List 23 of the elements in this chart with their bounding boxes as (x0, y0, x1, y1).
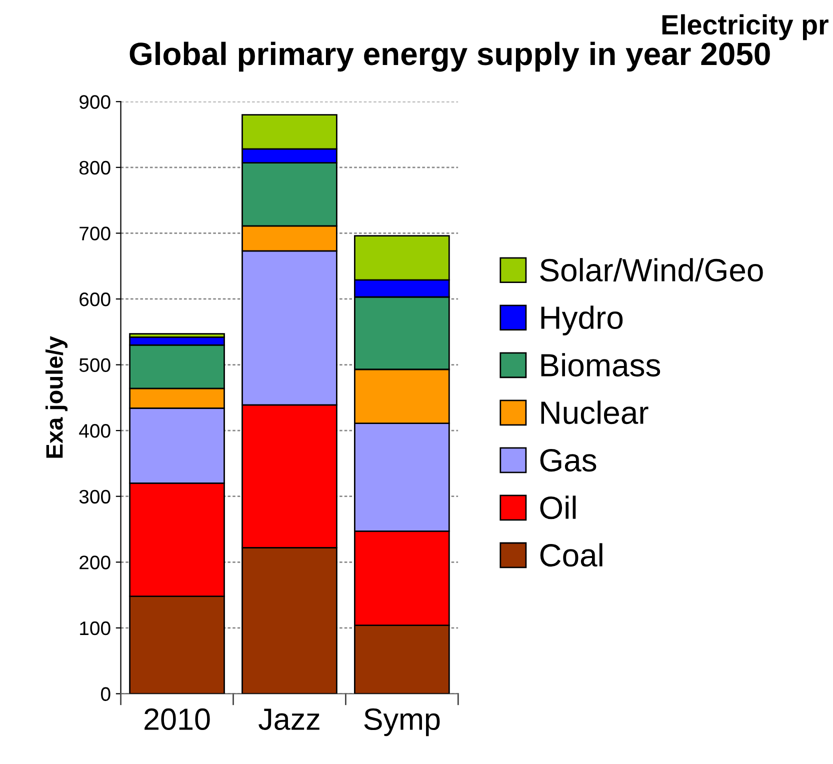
legend-label: Coal (540, 543, 602, 567)
y-tick-label: 100 (80, 621, 110, 636)
chart-title: Global primary energy supply in year 2050 (130, 42, 770, 72)
y-tick-label: 0 (101, 687, 110, 701)
y-tick-label: 600 (80, 292, 110, 306)
x-tick-label: Jazz (258, 708, 320, 730)
legend-label: Biomass (541, 353, 660, 377)
y-tick-label: 900 (80, 95, 110, 109)
y-tick-label: 200 (80, 556, 110, 570)
y-tick-label: 300 (79, 490, 110, 504)
x-tick-label: Symp (364, 708, 440, 736)
y-tick-label: 500 (79, 358, 110, 372)
text: Electricity pr (662, 14, 828, 40)
legend-label: Solar/Wind/Geo (540, 258, 763, 282)
y-axis-title: Exa joule/y (46, 336, 68, 458)
legend-label: Hydro (541, 306, 623, 336)
y-tick-label: 800 (79, 160, 110, 175)
legend-label: Gas (540, 448, 596, 472)
y-tick-label: 400 (79, 424, 110, 438)
y-tick-label: 700 (80, 226, 110, 240)
legend-label: Nuclear (541, 400, 648, 424)
x-tick-label: 2010 (144, 708, 210, 730)
legend-label: Oil (540, 496, 576, 520)
